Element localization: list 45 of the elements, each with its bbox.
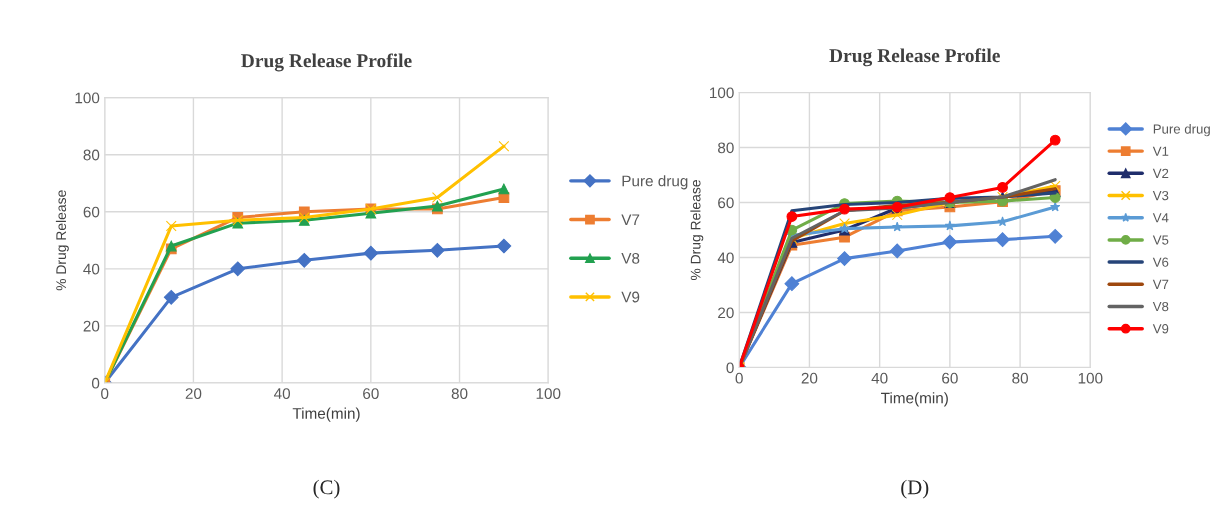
y-tick-label: 0 [726, 362, 734, 374]
legend-label: V7 [1152, 279, 1169, 289]
x-tick-label: 80 [1012, 372, 1028, 384]
legend-label: V5 [1152, 235, 1169, 245]
legend-label: V9 [621, 291, 640, 303]
text: (D) [901, 479, 929, 499]
y-tick-label: 20 [718, 307, 734, 319]
legend-label: Pure drug [622, 175, 688, 190]
x-tick-label: 40 [273, 388, 291, 400]
legend-label: V8 [621, 252, 640, 264]
legend-label: V8 [1152, 301, 1169, 312]
x-axis-title: Time(min) [881, 392, 948, 407]
x-tick-label: 0 [735, 372, 743, 384]
y-axis-title: % Drug Release [55, 190, 69, 291]
y-tick-label: 100 [710, 87, 734, 99]
y-tick-label: 20 [83, 320, 100, 332]
legend-label: V4 [1152, 213, 1169, 223]
y-axis-title: % Drug Release [690, 180, 704, 281]
legend-label: V7 [621, 214, 640, 225]
legend-label: V3 [1152, 190, 1169, 201]
x-tick-label: 0 [101, 388, 109, 400]
y-tick-label: 100 [75, 92, 100, 104]
legend-label: V9 [1152, 324, 1169, 334]
legend-label: Pure drug [1153, 123, 1210, 137]
x-tick-label: 20 [185, 388, 202, 400]
text: (C) [313, 479, 340, 499]
chart-title: Drug Release Profile [241, 53, 412, 72]
x-tick-label: 80 [451, 388, 468, 400]
legend-label: V2 [1152, 168, 1169, 178]
y-tick-label: 80 [718, 142, 734, 154]
x-tick-label: 60 [942, 372, 958, 384]
legend-label: V6 [1152, 257, 1169, 267]
x-tick-label: 60 [363, 388, 379, 400]
legend-label: V1 [1152, 146, 1169, 156]
y-tick-label: 60 [83, 206, 100, 218]
chart-title: Drug Release Profile [829, 48, 1000, 67]
x-axis-title: Time(min) [292, 407, 360, 422]
y-tick-label: 80 [83, 149, 100, 161]
y-tick-label: 40 [83, 263, 100, 275]
y-tick-label: 40 [717, 252, 734, 264]
x-tick-label: 40 [871, 372, 888, 384]
x-tick-label: 20 [801, 372, 818, 384]
y-tick-label: 60 [718, 197, 734, 209]
x-tick-label: 100 [536, 388, 561, 400]
x-tick-label: 100 [1078, 372, 1103, 384]
